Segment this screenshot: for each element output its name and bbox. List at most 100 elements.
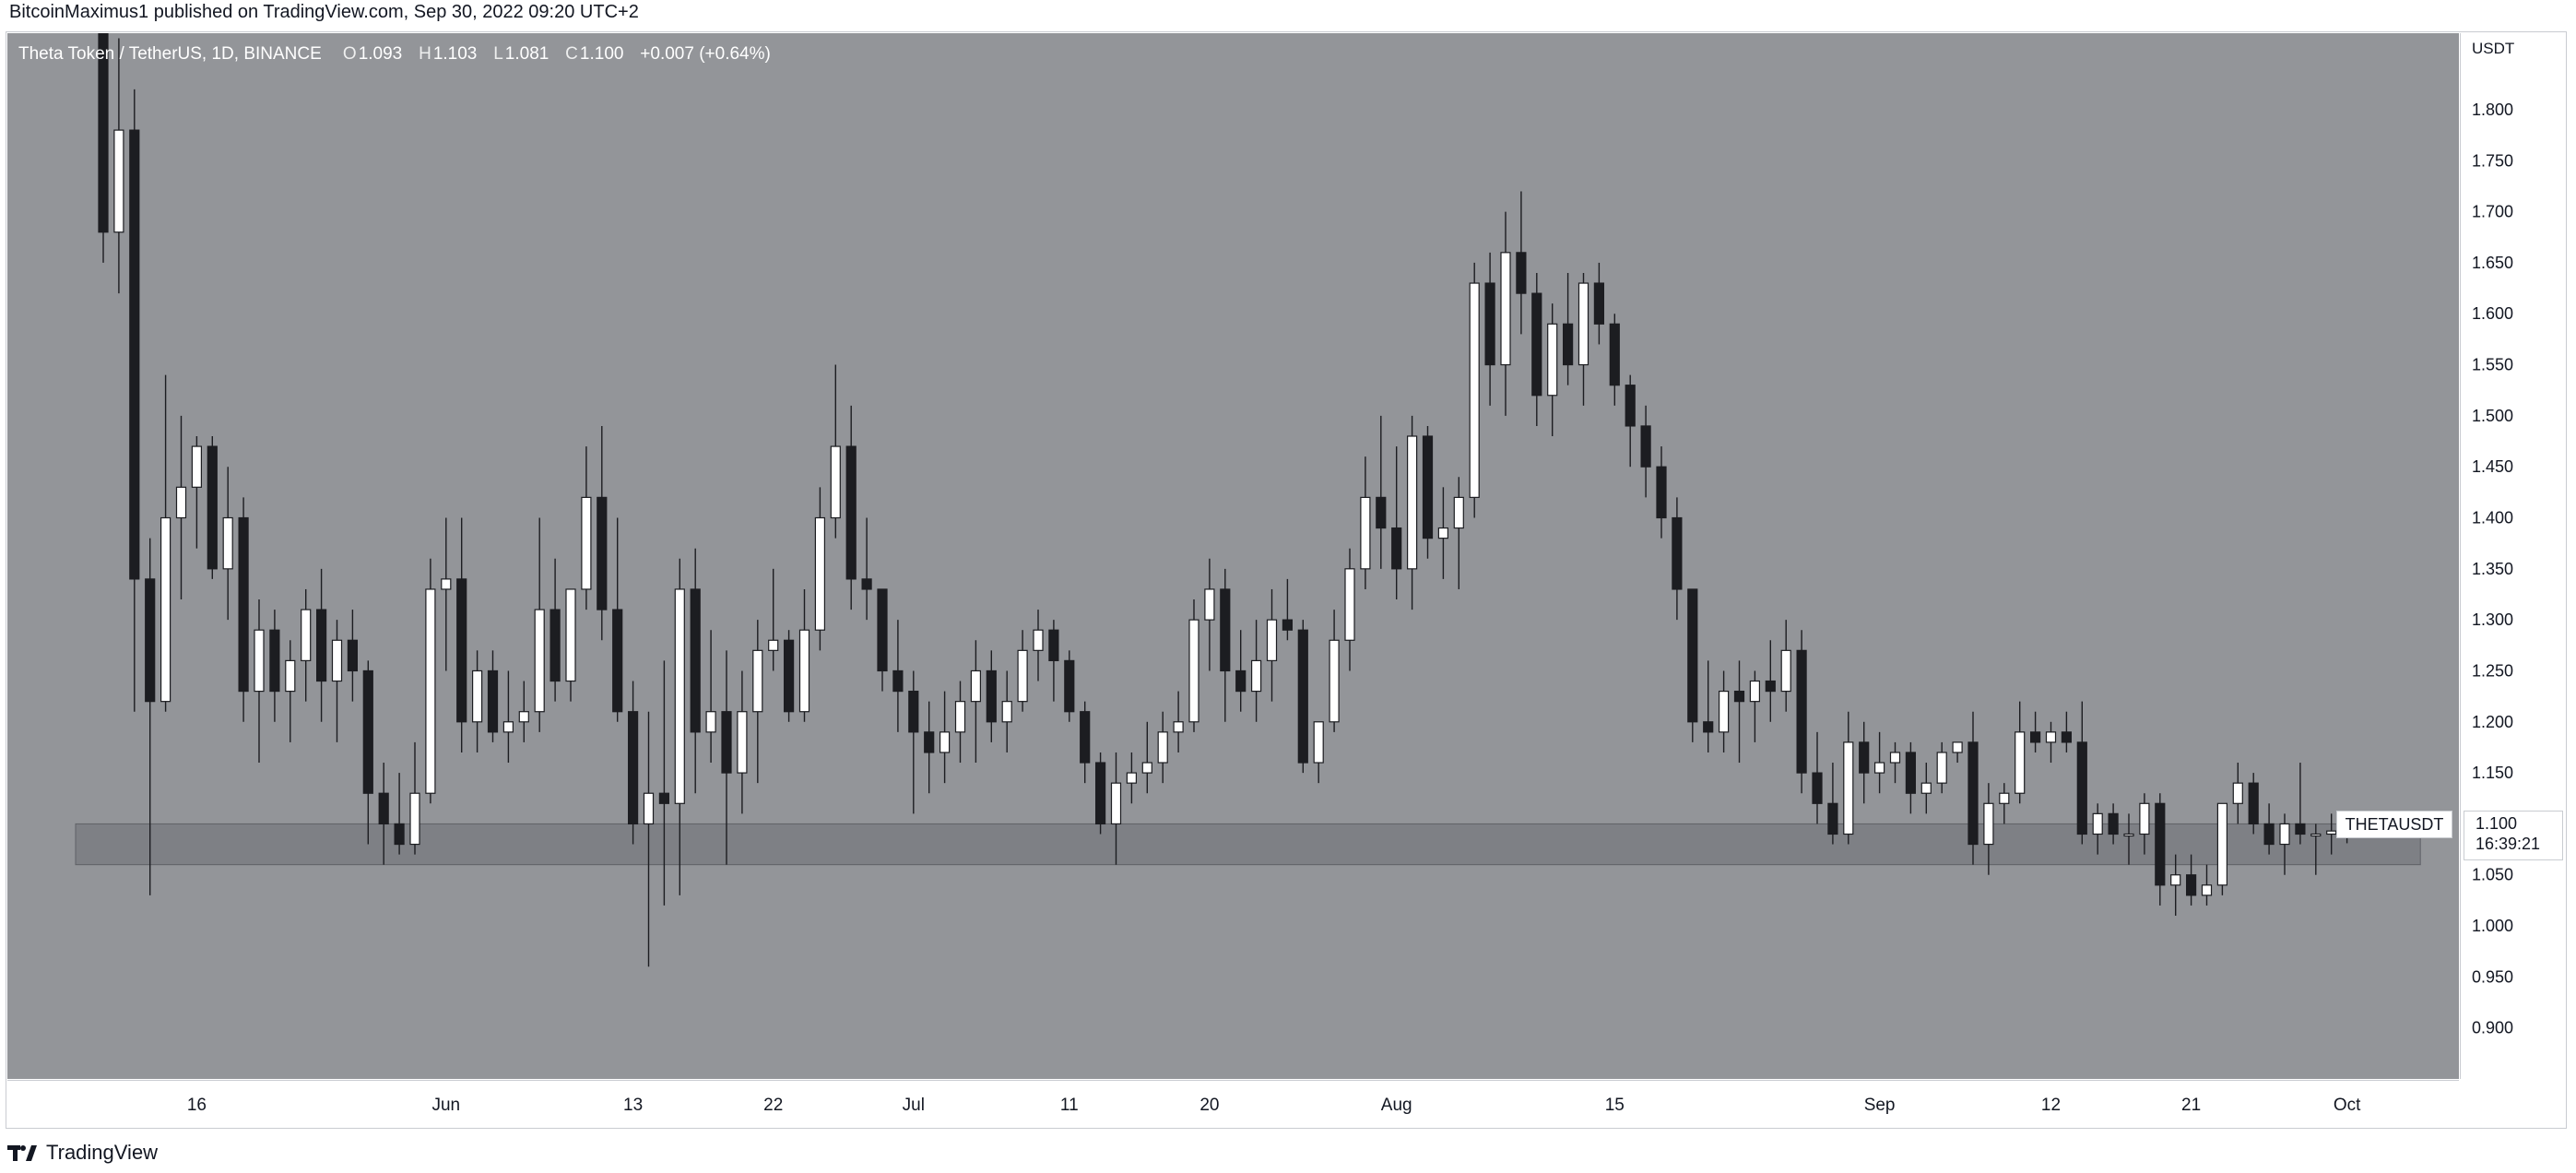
candle — [690, 548, 701, 794]
candle-body-down — [269, 629, 280, 693]
candle — [487, 650, 499, 742]
candle — [2232, 763, 2243, 824]
candle-body-down — [394, 823, 405, 846]
price-axis-unit: USDT — [2472, 40, 2514, 57]
candle — [1017, 630, 1028, 712]
price-axis[interactable]: USDT 1.800 1.750 1.700 1.650 1.600 1.550 1.500 1… — [2460, 33, 2566, 1079]
candle-body-up — [798, 629, 810, 713]
legend-open-label: O — [342, 44, 357, 64]
price-tick-label: 1.550 — [2472, 356, 2513, 374]
candle — [783, 630, 795, 722]
candle — [113, 38, 124, 294]
candle-body-up — [1344, 568, 1355, 641]
price-axis-labels: USDT 1.800 1.750 1.700 1.650 1.600 1.550 1.500 1… — [2472, 40, 2514, 1037]
candle-body-up — [160, 516, 171, 703]
candle-body-up — [1469, 282, 1480, 498]
candle — [502, 670, 514, 764]
candle-body-up — [425, 588, 436, 794]
candle — [1282, 578, 1294, 641]
price-tick-label: 1.650 — [2472, 254, 2513, 272]
candle-body-up — [1033, 629, 1044, 651]
candle — [581, 446, 592, 610]
time-tick-label: 11 — [1060, 1096, 1079, 1115]
candle-body-down — [1609, 323, 1620, 386]
candle — [2108, 803, 2119, 845]
candle-body-up — [1547, 323, 1558, 397]
candle — [269, 610, 280, 722]
candle — [1983, 783, 1994, 875]
candle-body-down — [1048, 629, 1059, 662]
candle — [347, 610, 358, 702]
candle-body-up — [1204, 588, 1215, 621]
candle-body-down — [549, 609, 561, 682]
candle-body-up — [2045, 731, 2057, 743]
candle — [175, 415, 187, 600]
time-axis-labels: 16Jun1322Jul1120Aug15Sep1221Oct10 — [187, 1096, 2361, 1115]
candle — [2045, 721, 2057, 764]
time-tick-label: Jul — [903, 1096, 925, 1115]
candle — [1173, 691, 1184, 752]
time-tick-label: 21 — [2181, 1096, 2201, 1115]
candle-body-up — [1718, 690, 1730, 733]
candle — [2170, 854, 2181, 916]
candle-body-up — [1360, 496, 1371, 570]
candle-body-up — [1999, 792, 2010, 804]
candle — [1593, 262, 1605, 345]
candle-body-down — [721, 711, 732, 774]
candle-body-down — [129, 129, 140, 580]
time-axis[interactable]: 16Jun1322Jul1120Aug15Sep1221Oct10 — [7, 1080, 2459, 1127]
candle-body-down — [487, 669, 499, 733]
candle-body-up — [643, 792, 655, 825]
candle-body-down — [378, 792, 389, 825]
candle-body-down — [207, 445, 218, 570]
candle-body-down — [238, 516, 249, 693]
candle — [2295, 763, 2306, 845]
candle — [1266, 588, 1278, 702]
candle — [1235, 630, 1247, 712]
candle-body-up — [518, 711, 529, 723]
price-tick-label: 1.150 — [2472, 764, 2513, 782]
candle — [986, 650, 997, 742]
candle — [2030, 711, 2041, 752]
candle — [1547, 303, 1558, 437]
candle-body-up — [1873, 762, 1885, 774]
candle-body-up — [175, 486, 187, 519]
candle — [238, 497, 249, 722]
candle-body-down — [1422, 435, 1434, 539]
candle — [2076, 701, 2087, 845]
candle — [1094, 752, 1106, 835]
price-tick-label: 1.050 — [2472, 866, 2513, 884]
candle — [1329, 610, 1340, 732]
candle-body-down — [2061, 731, 2072, 743]
candle — [1048, 620, 1059, 702]
candle-body-down — [908, 690, 919, 733]
candle — [534, 517, 545, 732]
candle-body-down — [1703, 721, 1714, 733]
candle-body-up — [1437, 527, 1449, 539]
candle-body-down — [986, 669, 997, 723]
candle-body-down — [1827, 802, 1838, 835]
candle — [1204, 558, 1215, 671]
candle-body-down — [627, 711, 639, 825]
candle — [1516, 191, 1527, 335]
candle — [1562, 272, 1574, 385]
tradingview-logo-icon — [7, 1145, 37, 1161]
candle — [1033, 610, 1044, 681]
candle-body-up — [301, 609, 312, 662]
candle — [2326, 813, 2337, 855]
footer[interactable]: TradingView — [7, 1136, 158, 1169]
candle-body-up — [2201, 884, 2213, 896]
legend-open-value: 1.093 — [358, 44, 403, 64]
legend-high-value: 1.103 — [432, 44, 478, 64]
candle-body-up — [970, 669, 982, 703]
candle-body-up — [1250, 659, 1262, 693]
chart-plot-area[interactable] — [7, 33, 2459, 1079]
symbol-legend[interactable]: Theta Token / TetherUS, 1D, BINANCE O 1.0… — [18, 44, 773, 65]
candle-body-down — [658, 792, 670, 804]
candle — [456, 517, 467, 752]
candle-body-up — [2326, 830, 2337, 835]
candle-body-down — [1376, 496, 1387, 529]
candle-body-up — [409, 792, 420, 846]
candle — [1609, 314, 1620, 406]
candle-body-down — [1625, 385, 1636, 427]
